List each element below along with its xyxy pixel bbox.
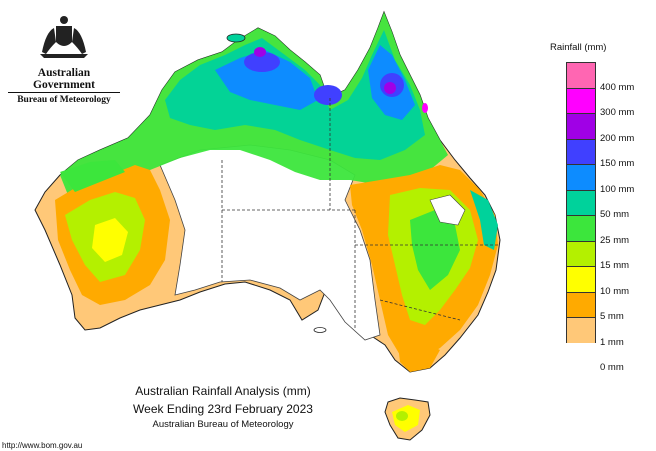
- kangaroo-island: [313, 327, 327, 333]
- legend-label-150: 150 mm: [600, 158, 635, 169]
- east-coast-zone-50: [470, 190, 498, 250]
- legend-label-15: 15 mm: [600, 260, 630, 271]
- legend-label-10: 10 mm: [600, 285, 630, 297]
- legend-label-0: 0 mm: [600, 362, 624, 373]
- rain-300-coast: [422, 103, 428, 113]
- rain-200-cape: [384, 82, 396, 94]
- legend-swatch-25: [566, 215, 596, 241]
- legend-swatch-100: [566, 164, 596, 190]
- east-rain-zone-25: [410, 210, 460, 290]
- legend-swatch-5: [566, 291, 596, 317]
- melville-island: [226, 33, 246, 43]
- legend-swatch-1: [566, 317, 596, 343]
- rain-150-arnhem: [244, 52, 280, 72]
- map-period: Week Ending 23rd February 2023: [133, 402, 313, 416]
- map-source: Australian Bureau of Meteorology: [152, 419, 294, 430]
- west-rain-zone-25: [60, 160, 125, 192]
- east-dry-patch: [429, 194, 466, 226]
- legend: [566, 62, 596, 343]
- legend-label-100: 100 mm: [600, 183, 635, 195]
- bureau-name: Bureau of Meteorology: [17, 95, 111, 105]
- legend-label-50: 50 mm: [600, 209, 630, 220]
- rain-200-arnhem: [254, 47, 266, 57]
- gov-logo: Australian Government Bureau of Meteorol…: [8, 12, 120, 105]
- legend-swatch-300: [566, 87, 596, 113]
- map-title: Australian Rainfall Analysis (mm): [135, 384, 311, 398]
- legend-label-300: 300 mm: [600, 107, 635, 118]
- state-borders: [221, 98, 500, 330]
- coat-of-arms-icon: [40, 16, 88, 58]
- legend-swatch-200: [566, 113, 596, 139]
- legend-label-200: 200 mm: [600, 132, 635, 144]
- legend-swatch-50: [566, 189, 596, 215]
- legend-swatch-10: [566, 266, 596, 292]
- legend-swatch-15: [566, 240, 596, 266]
- tasmania-rain-15: [396, 411, 408, 421]
- legend-swatch-400: [566, 62, 596, 88]
- legend-label-25: 25 mm: [600, 234, 630, 246]
- legend-title: Rainfall (mm): [550, 42, 607, 53]
- legend-label-5: 5 mm: [600, 311, 624, 322]
- rain-150-gulf: [314, 85, 342, 105]
- west-rain-zone-10: [92, 218, 128, 262]
- legend-label-400: 400 mm: [600, 81, 635, 93]
- government-name: Australian Government: [8, 67, 120, 93]
- legend-label-1: 1 mm: [600, 336, 624, 348]
- legend-swatch-150: [566, 138, 596, 164]
- se-rain-zone-5: [398, 340, 440, 372]
- rain-100-north: [215, 50, 318, 110]
- footer-url[interactable]: http://www.bom.gov.au: [2, 441, 83, 450]
